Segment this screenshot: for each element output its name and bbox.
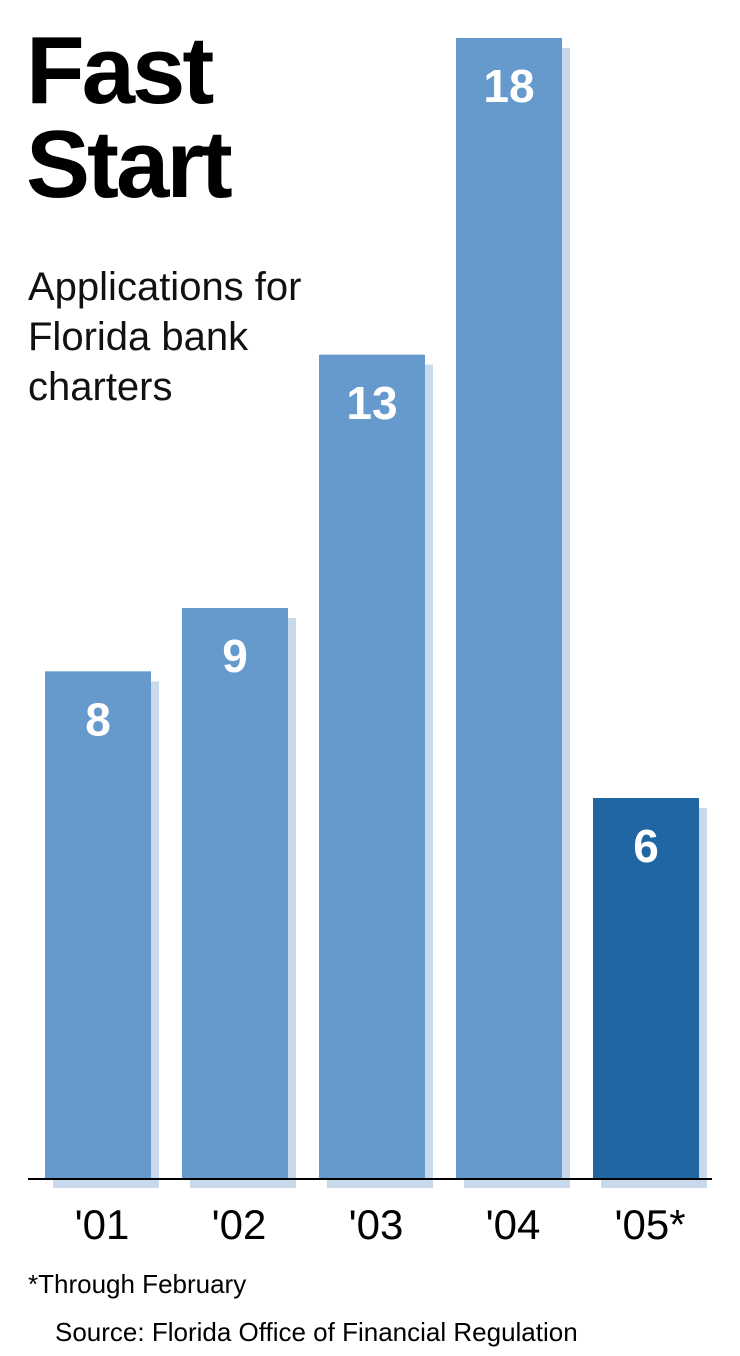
bar bbox=[319, 354, 425, 1179]
x-tick-label: '04 bbox=[486, 1201, 541, 1248]
value-label: 6 bbox=[633, 820, 659, 872]
footnote: *Through February bbox=[28, 1269, 246, 1299]
source: Source: Florida Office of Financial Regu… bbox=[55, 1317, 578, 1347]
chart-subtitle: Applications for Florida bank charters bbox=[28, 265, 302, 409]
bar bbox=[182, 608, 288, 1178]
value-label: 13 bbox=[346, 377, 397, 429]
bar bbox=[456, 38, 562, 1178]
value-label: 9 bbox=[222, 630, 248, 682]
x-tick-label: '02 bbox=[212, 1201, 267, 1248]
chart-title: Fast Start bbox=[26, 17, 233, 218]
value-label: 8 bbox=[85, 693, 111, 745]
value-label: 18 bbox=[483, 60, 534, 112]
bar bbox=[45, 671, 151, 1178]
x-tick-label: '03 bbox=[349, 1201, 404, 1248]
x-tick-label: '05* bbox=[614, 1201, 685, 1248]
x-tick-label: '01 bbox=[75, 1201, 130, 1248]
bar bbox=[593, 798, 699, 1178]
